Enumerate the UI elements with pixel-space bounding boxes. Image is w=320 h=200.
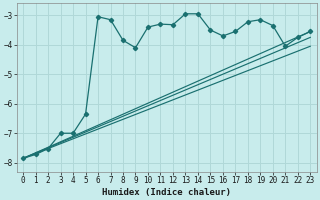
X-axis label: Humidex (Indice chaleur): Humidex (Indice chaleur)	[102, 188, 231, 197]
